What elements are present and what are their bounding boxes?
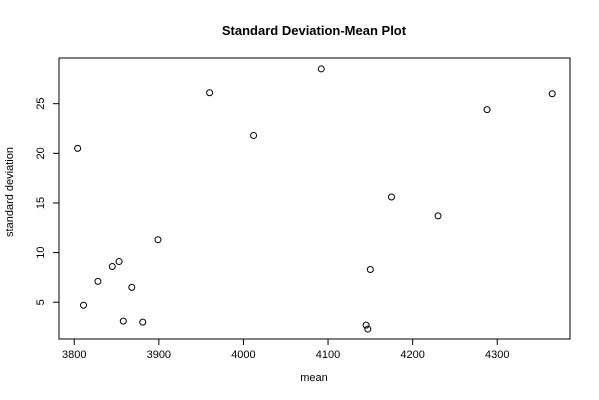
data-point	[317, 65, 325, 73]
data-point	[387, 193, 395, 201]
y-axis: 5 10 15 20 25	[35, 98, 59, 305]
data-point	[108, 263, 116, 271]
y-tick-label: 20	[35, 147, 47, 159]
y-tick-label: 5	[35, 299, 47, 305]
x-axis-label: mean	[300, 372, 328, 384]
data-point	[366, 265, 374, 273]
data-point	[250, 131, 258, 139]
data-point	[115, 258, 123, 266]
data-point	[483, 106, 491, 114]
data-points	[74, 65, 556, 333]
x-tick-label: 4200	[400, 349, 424, 361]
y-axis-label: standard deviation	[4, 147, 16, 237]
data-point	[206, 89, 214, 97]
data-point	[128, 283, 136, 291]
data-point	[362, 321, 370, 329]
chart-title: Standard Deviation-Mean Plot	[222, 23, 407, 38]
plot-frame	[58, 57, 571, 340]
y-tick-label: 25	[35, 98, 47, 110]
data-point	[94, 277, 102, 285]
data-point	[80, 301, 88, 309]
x-tick-label: 3800	[62, 349, 86, 361]
x-tick-label: 3900	[147, 349, 171, 361]
data-point	[434, 212, 442, 220]
data-point	[364, 325, 372, 333]
y-tick-label: 10	[35, 246, 47, 258]
data-point	[139, 318, 147, 326]
data-point	[119, 317, 127, 325]
x-axis: 3800 3900 4000 4100 4200 4300	[62, 339, 509, 361]
data-point	[548, 90, 556, 98]
x-tick-label: 4100	[316, 349, 340, 361]
x-tick-label: 4300	[485, 349, 509, 361]
data-point	[74, 144, 82, 152]
y-tick-label: 15	[35, 197, 47, 209]
x-tick-label: 4000	[231, 349, 255, 361]
data-point	[154, 236, 162, 244]
